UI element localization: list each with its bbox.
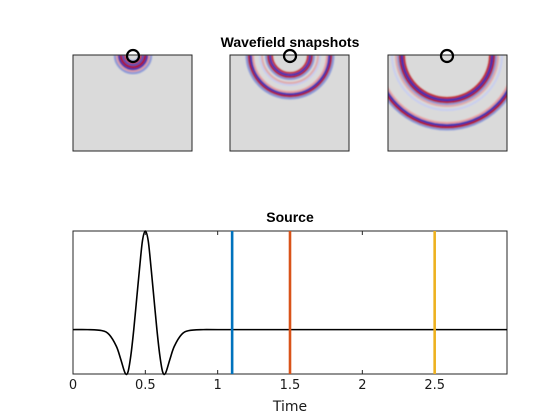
x-tick-label: 2 bbox=[358, 378, 366, 393]
snapshots-title: Wavefield snapshots bbox=[221, 34, 360, 50]
snapshot-panels bbox=[72, 48, 508, 152]
snapshot-frame-1 bbox=[72, 54, 193, 152]
x-tick-label: 0 bbox=[69, 378, 77, 393]
x-axis-label: Time bbox=[272, 399, 307, 415]
snapshot-panel-3 bbox=[387, 48, 508, 152]
source-marker-1 bbox=[125, 48, 141, 64]
x-tick-label: 1 bbox=[214, 378, 222, 393]
source-marker-2 bbox=[282, 48, 298, 64]
source-title: Source bbox=[266, 209, 314, 225]
x-tick-label: 2.5 bbox=[424, 378, 445, 393]
wavefront-rings-2 bbox=[245, 55, 335, 100]
source-chart: 0 0.5 1 1.5 2 2.5 bbox=[69, 230, 507, 393]
snapshot-frame-2 bbox=[229, 54, 350, 152]
wavefront-rings-3 bbox=[388, 55, 507, 131]
snapshot-frame-3 bbox=[387, 54, 508, 152]
source-marker-3 bbox=[439, 48, 455, 64]
x-tick-label: 0.5 bbox=[135, 378, 156, 393]
snapshot-panel-2 bbox=[229, 48, 350, 152]
snapshot-panel-1 bbox=[72, 48, 193, 152]
source-wavelet-line bbox=[72, 230, 507, 376]
x-tick-label: 1.5 bbox=[280, 378, 301, 393]
